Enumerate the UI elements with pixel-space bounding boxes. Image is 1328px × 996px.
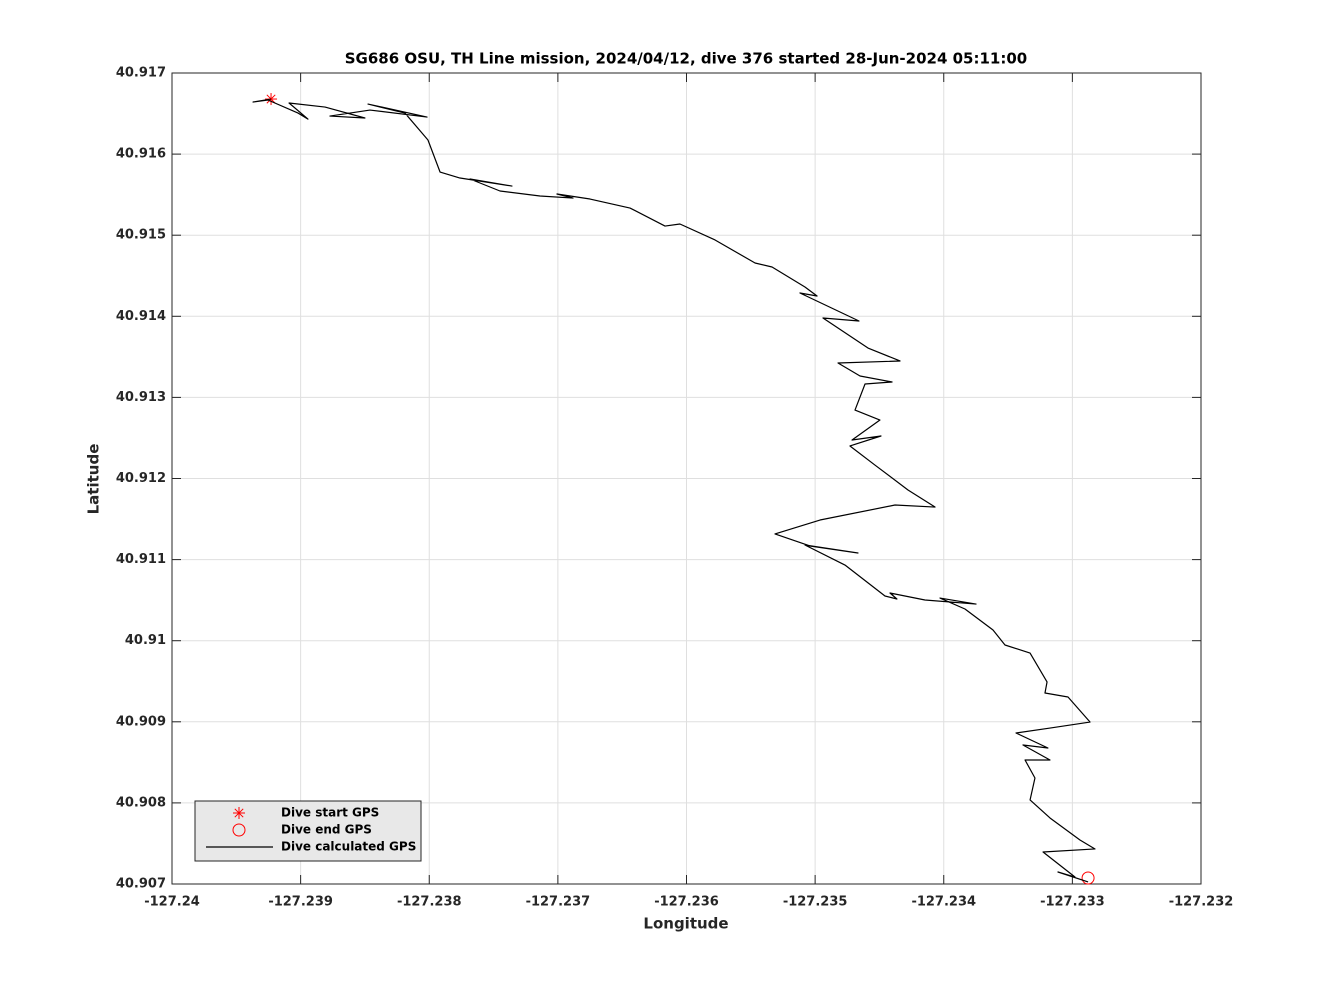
start-marker xyxy=(265,93,278,106)
x-tick-label: -127.238 xyxy=(397,895,462,910)
y-tick-label: 40.913 xyxy=(116,390,166,405)
legend-symbol xyxy=(232,823,246,837)
legend-symbol xyxy=(233,807,245,819)
track-line xyxy=(252,98,1096,883)
chart-title: SG686 OSU, TH Line mission, 2024/04/12, … xyxy=(345,50,1028,68)
x-tick-label: -127.239 xyxy=(268,895,333,910)
legend: Dive start GPS Dive end GPS Dive calculate… xyxy=(194,800,422,862)
y-tick-label: 40.912 xyxy=(116,471,166,486)
legend-label: Dive calculated GPS xyxy=(281,840,416,854)
y-tick-label: 40.915 xyxy=(116,228,166,243)
star-stroke xyxy=(266,94,276,104)
y-tick-label: 40.916 xyxy=(116,147,166,162)
y-tick-label: 40.914 xyxy=(116,309,166,324)
legend-label: Dive end GPS xyxy=(281,823,372,837)
x-tick-label: -127.237 xyxy=(526,895,591,910)
y-tick-label: 40.911 xyxy=(116,552,166,567)
x-tick-label: -127.232 xyxy=(1169,895,1234,910)
x-tick-label: -127.236 xyxy=(654,895,719,910)
y-tick-label: 40.907 xyxy=(116,877,166,892)
x-tick-label: -127.24 xyxy=(144,895,200,910)
x-axis-label: Longitude xyxy=(643,915,728,933)
x-tick-label: -127.235 xyxy=(783,895,848,910)
x-tick-label: -127.234 xyxy=(911,895,976,910)
y-tick-label: 40.908 xyxy=(116,795,166,810)
star-stroke xyxy=(234,808,244,818)
y-tick-label: 40.917 xyxy=(116,66,166,81)
y-tick-label: 40.91 xyxy=(125,633,166,648)
end-marker xyxy=(1081,871,1095,885)
legend-label: Dive start GPS xyxy=(281,806,379,820)
y-tick-label: 40.909 xyxy=(116,714,166,729)
x-tick-label: -127.233 xyxy=(1040,895,1105,910)
y-axis-label: Latitude xyxy=(85,444,103,515)
